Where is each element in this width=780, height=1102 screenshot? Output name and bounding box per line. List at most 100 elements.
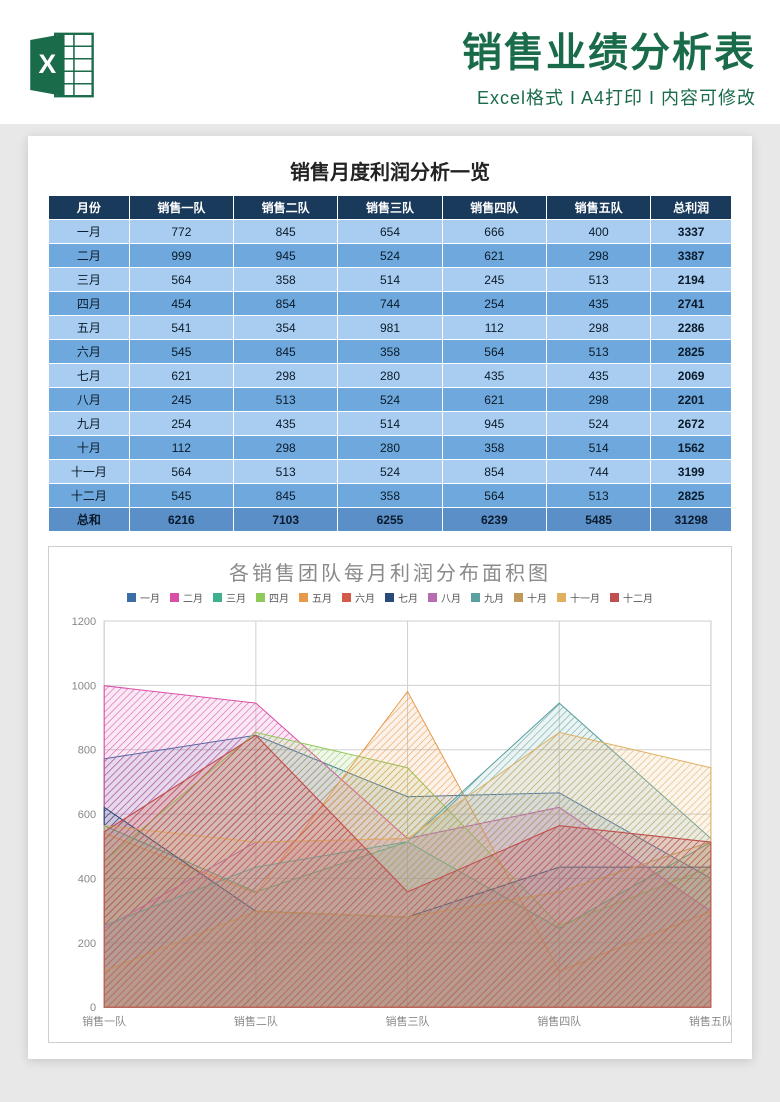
table-cell: 564: [442, 484, 546, 508]
table-cell: 十一月: [49, 460, 130, 484]
table-cell: 298: [546, 244, 650, 268]
table-cell: 435: [234, 412, 338, 436]
legend-label: 八月: [441, 590, 461, 605]
table-cell: 四月: [49, 292, 130, 316]
table-cell: 一月: [49, 220, 130, 244]
table-cell: 845: [234, 340, 338, 364]
legend-item: 三月: [213, 590, 246, 605]
legend-swatch: [170, 593, 179, 602]
table-row: 十一月5645135248547443199: [49, 460, 732, 484]
legend-label: 三月: [226, 590, 246, 605]
table-header-cell: 销售四队: [442, 196, 546, 220]
legend-item: 九月: [471, 590, 504, 605]
table-row: 九月2544355149455242672: [49, 412, 732, 436]
table-cell: 513: [234, 388, 338, 412]
legend-item: 四月: [256, 590, 289, 605]
table-cell: 654: [338, 220, 442, 244]
table-cell: 845: [234, 220, 338, 244]
table-row: 一月7728456546664003337: [49, 220, 732, 244]
legend-label: 五月: [312, 590, 332, 605]
table-header-cell: 销售三队: [338, 196, 442, 220]
table-cell: 514: [338, 412, 442, 436]
legend-item: 十二月: [610, 590, 653, 605]
legend-item: 五月: [299, 590, 332, 605]
svg-text:X: X: [39, 49, 57, 79]
legend-label: 十一月: [570, 590, 600, 605]
area-chart: 020040060080010001200销售一队销售二队销售三队销售四队销售五…: [49, 611, 731, 1042]
table-cell: 524: [338, 388, 442, 412]
table-header-cell: 销售二队: [234, 196, 338, 220]
table-cell: 3337: [651, 220, 732, 244]
svg-text:销售四队: 销售四队: [537, 1014, 581, 1028]
table-cell: 七月: [49, 364, 130, 388]
chart-legend: 一月二月三月四月五月六月七月八月九月十月十一月十二月: [49, 590, 731, 611]
table-row: 二月9999455246212983387: [49, 244, 732, 268]
table-row: 三月5643585142455132194: [49, 268, 732, 292]
table-cell: 945: [442, 412, 546, 436]
svg-text:400: 400: [78, 873, 96, 885]
table-cell: 3387: [651, 244, 732, 268]
table-cell: 358: [442, 436, 546, 460]
legend-label: 二月: [183, 590, 203, 605]
table-row: 四月4548547442544352741: [49, 292, 732, 316]
table-cell: 112: [129, 436, 233, 460]
table-row: 六月5458453585645132825: [49, 340, 732, 364]
table-cell: 298: [234, 436, 338, 460]
table-cell: 2069: [651, 364, 732, 388]
table-cell: 245: [442, 268, 546, 292]
table-header-cell: 月份: [49, 196, 130, 220]
table-cell: 854: [442, 460, 546, 484]
table-cell: 112: [442, 316, 546, 340]
table-header-cell: 销售五队: [546, 196, 650, 220]
table-cell: 245: [129, 388, 233, 412]
table-cell: 772: [129, 220, 233, 244]
table-cell: 2201: [651, 388, 732, 412]
table-cell: 6255: [338, 508, 442, 532]
table-cell: 2741: [651, 292, 732, 316]
table-cell: 358: [338, 340, 442, 364]
table-cell: 513: [546, 484, 650, 508]
table-cell: 400: [546, 220, 650, 244]
legend-item: 八月: [428, 590, 461, 605]
table-cell: 十月: [49, 436, 130, 460]
table-cell: 541: [129, 316, 233, 340]
legend-item: 六月: [342, 590, 375, 605]
table-cell: 854: [234, 292, 338, 316]
legend-swatch: [342, 593, 351, 602]
table-cell: 280: [338, 436, 442, 460]
table-cell: 945: [234, 244, 338, 268]
svg-text:200: 200: [78, 938, 96, 950]
table-cell: 358: [234, 268, 338, 292]
legend-swatch: [213, 593, 222, 602]
table-cell: 十二月: [49, 484, 130, 508]
legend-swatch: [385, 593, 394, 602]
table-cell: 524: [338, 244, 442, 268]
table-cell: 2672: [651, 412, 732, 436]
template-subtitle: Excel格式 I A4打印 I 内容可修改: [116, 84, 756, 110]
table-cell: 435: [546, 292, 650, 316]
excel-icon: X: [24, 26, 102, 104]
table-header-cell: 销售一队: [129, 196, 233, 220]
table-cell: 5485: [546, 508, 650, 532]
legend-swatch: [299, 593, 308, 602]
svg-text:销售一队: 销售一队: [82, 1014, 126, 1028]
legend-label: 十月: [527, 590, 547, 605]
table-cell: 九月: [49, 412, 130, 436]
legend-swatch: [471, 593, 480, 602]
template-header: X 销售业绩分析表 Excel格式 I A4打印 I 内容可修改: [0, 0, 780, 124]
table-cell: 2825: [651, 484, 732, 508]
table-cell: 435: [546, 364, 650, 388]
table-cell: 3199: [651, 460, 732, 484]
legend-label: 一月: [140, 590, 160, 605]
table-cell: 545: [129, 484, 233, 508]
legend-label: 四月: [269, 590, 289, 605]
area-chart-container: 各销售团队每月利润分布面积图 一月二月三月四月五月六月七月八月九月十月十一月十二…: [48, 546, 732, 1043]
table-cell: 254: [442, 292, 546, 316]
table-cell: 999: [129, 244, 233, 268]
table-cell: 2825: [651, 340, 732, 364]
table-cell: 514: [338, 268, 442, 292]
table-cell: 31298: [651, 508, 732, 532]
table-cell: 三月: [49, 268, 130, 292]
table-cell: 524: [546, 412, 650, 436]
legend-swatch: [127, 593, 136, 602]
